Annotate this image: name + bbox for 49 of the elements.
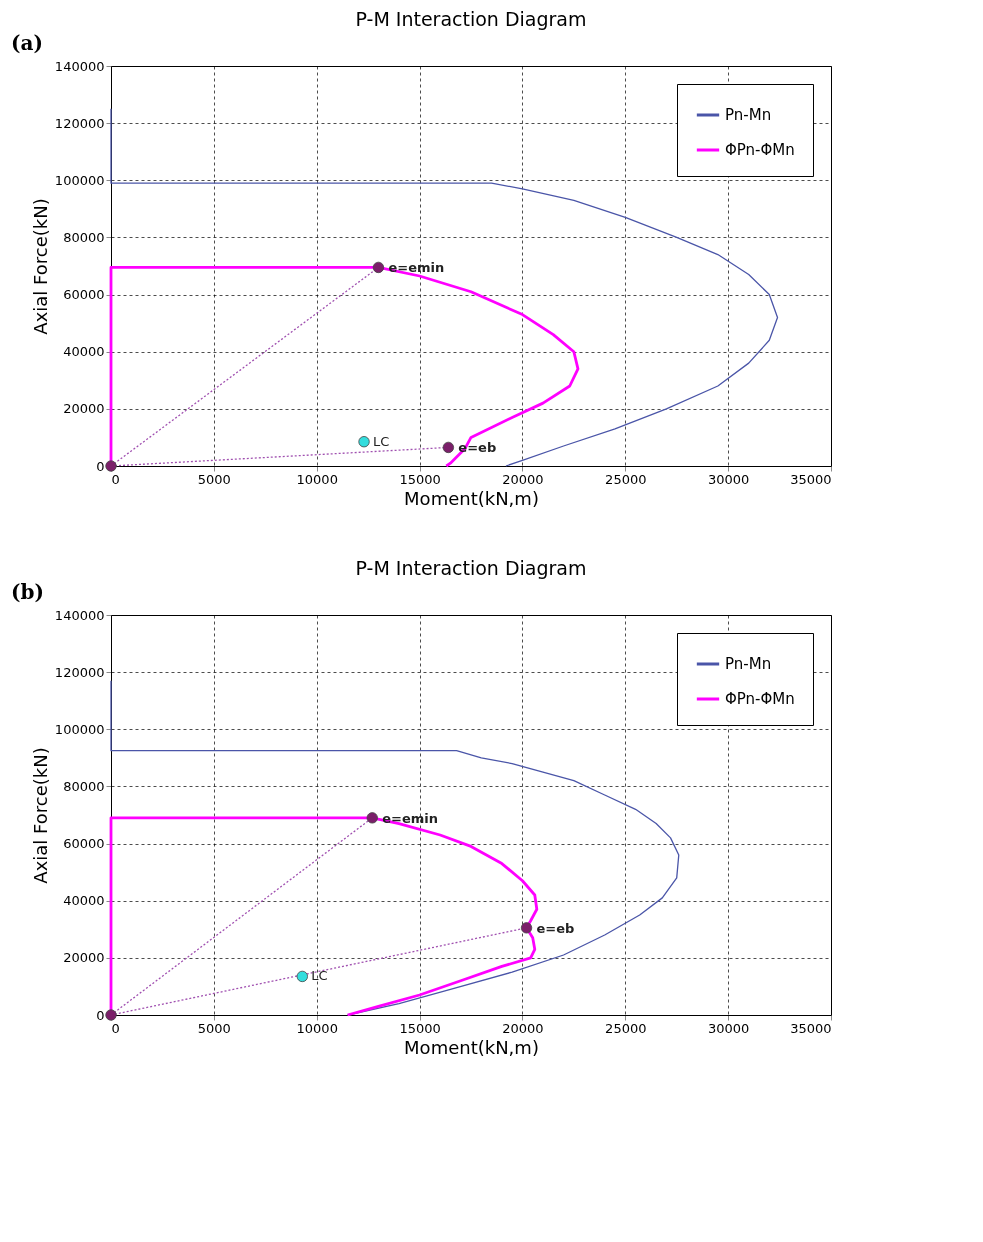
x-tick-label: 35000 <box>790 1020 832 1036</box>
x-tick-label: 0 <box>111 1020 120 1036</box>
chart-title: P-M Interaction Diagram <box>355 8 587 30</box>
text: (a) <box>11 31 43 55</box>
x-tick-label: 5000 <box>197 1020 231 1036</box>
y-tick-label: 80000 <box>63 778 105 794</box>
y-tick-label: 120000 <box>54 664 105 680</box>
x-tick-label: 5000 <box>197 471 231 487</box>
x-tick-label: 35000 <box>790 471 832 487</box>
x-tick-label: 20000 <box>502 1020 544 1036</box>
y-tick-label: 100000 <box>54 721 105 737</box>
x-tick-label: 30000 <box>707 1020 750 1036</box>
x-axis-title: Moment(kN,m) <box>404 487 539 509</box>
x-tick-label: 15000 <box>399 471 441 487</box>
y-tick-label: 0 <box>96 1007 105 1023</box>
x-tick-label: 10000 <box>296 471 338 487</box>
x-tick-label: 0 <box>111 471 120 487</box>
x-tick-label: 25000 <box>605 1020 647 1036</box>
y-tick-label: 40000 <box>63 344 105 360</box>
y-tick-label: 80000 <box>63 229 105 245</box>
legend-label: Pn-Mn <box>725 655 772 673</box>
legend-label: ΦPn-ΦMn <box>725 141 795 159</box>
y-tick-label: 140000 <box>54 607 105 623</box>
x-axis-title: Moment(kN,m) <box>404 1036 539 1058</box>
y-axis-title: Axial Force(kN) <box>29 747 51 884</box>
y-tick-label: 0 <box>96 458 105 474</box>
legend-label: ΦPn-ΦMn <box>725 690 795 708</box>
y-tick-label: 40000 <box>63 893 105 909</box>
annotation: e=emin <box>388 260 445 276</box>
text: (b) <box>11 580 44 604</box>
x-tick-label: 20000 <box>502 471 544 487</box>
y-tick-label: 20000 <box>63 401 105 417</box>
y-tick-label: 140000 <box>54 58 105 74</box>
series-label: LC <box>311 968 328 984</box>
y-tick-label: 120000 <box>54 115 105 131</box>
y-tick-label: 100000 <box>54 172 105 188</box>
series-label: LC <box>373 433 390 449</box>
legend-label: Pn-Mn <box>725 106 772 124</box>
annotation: e=emin <box>382 810 439 826</box>
x-tick-label: 25000 <box>605 471 647 487</box>
x-tick-label: 30000 <box>707 471 750 487</box>
x-tick-label: 10000 <box>296 1020 338 1036</box>
y-tick-label: 60000 <box>63 836 105 852</box>
annotation: e=eb <box>536 920 575 936</box>
chart-title: P-M Interaction Diagram <box>355 557 587 579</box>
y-tick-label: 60000 <box>63 287 105 303</box>
y-axis-title: Axial Force(kN) <box>29 198 51 335</box>
x-tick-label: 15000 <box>399 1020 441 1036</box>
y-tick-label: 20000 <box>63 950 105 966</box>
